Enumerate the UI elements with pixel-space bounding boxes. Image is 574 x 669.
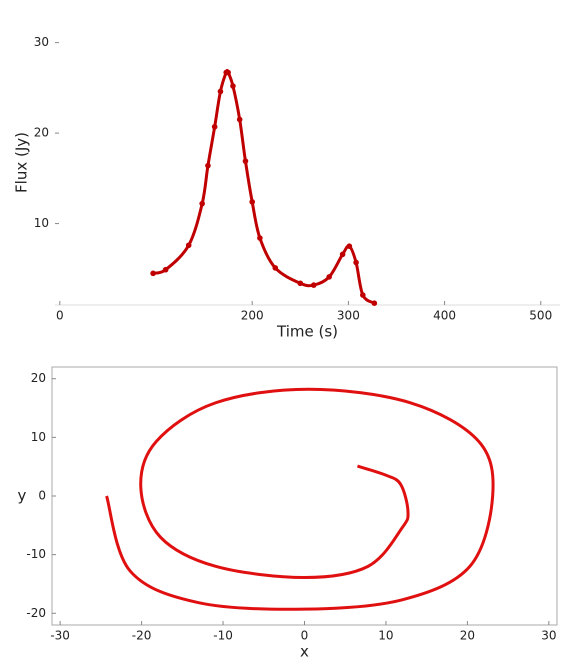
data-point (205, 162, 211, 169)
x-tick-label: 500 (529, 309, 552, 323)
data-line (105, 387, 495, 611)
data-point (150, 270, 156, 277)
data-point (326, 274, 332, 280)
x-tick-label: 300 (337, 309, 360, 323)
data-point (249, 199, 255, 205)
x-tick-label: 0 (56, 309, 64, 323)
data-point (297, 280, 304, 287)
x-tick-label: 20 (460, 629, 475, 643)
data-point (371, 300, 378, 306)
y-tick-label: 10 (31, 430, 46, 444)
x-tick-label: 0 (301, 629, 309, 643)
x-tick-label: 30 (541, 629, 556, 643)
data-point (236, 116, 243, 123)
y-axis-label: y (18, 487, 27, 505)
x-tick-label: -20 (132, 629, 152, 643)
data-point (230, 83, 236, 89)
y-tick-label: 20 (34, 126, 49, 140)
data-point (199, 200, 205, 207)
y-tick-label: -20 (26, 606, 46, 620)
data-point (242, 158, 249, 164)
x-tick-label: -10 (213, 629, 233, 643)
data-point (339, 251, 346, 258)
data-point (360, 292, 366, 298)
y-tick-label: 10 (34, 216, 49, 230)
x-axis-label: x (300, 643, 309, 661)
data-point (346, 243, 353, 249)
data-point (185, 242, 192, 249)
x-tick-label: -30 (50, 629, 70, 643)
y-tick-label: 20 (31, 371, 46, 385)
y-tick-label: -10 (26, 547, 46, 561)
data-point (162, 266, 169, 273)
x-tick-label: 200 (241, 309, 264, 323)
data-point (211, 123, 218, 130)
x-tick-label: 400 (433, 309, 456, 323)
data-point (353, 259, 359, 266)
data-point (310, 282, 317, 288)
y-axis-label: Flux (Jy) (13, 132, 31, 193)
data-line (152, 68, 376, 305)
data-point (217, 88, 224, 95)
data-point (257, 235, 263, 241)
data-point (225, 69, 231, 76)
x-tick-label: 10 (378, 629, 393, 643)
y-tick-label: 30 (34, 35, 49, 49)
y-tick-label: 0 (38, 489, 46, 503)
data-point (272, 265, 279, 271)
x-axis-label: Time (s) (276, 323, 338, 341)
plot-frame (51, 366, 558, 626)
